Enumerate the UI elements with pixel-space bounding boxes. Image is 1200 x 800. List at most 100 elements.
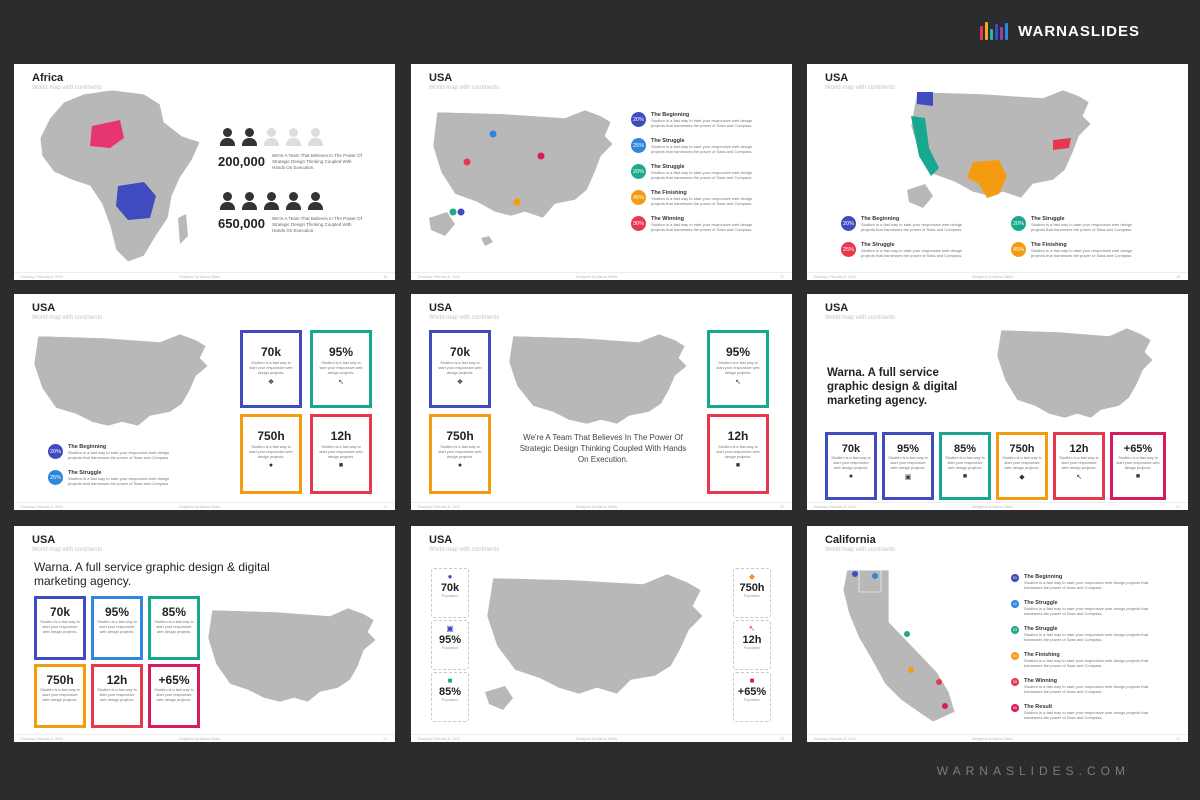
stat-box: 750h Studbro is a fast way to start your … <box>34 664 86 728</box>
usa-map <box>907 89 1092 208</box>
brand-logo-icon <box>980 22 1009 40</box>
slide-subtitle: World map with continents <box>32 547 103 553</box>
list-item: 45% The Finishing Studbro is a fast way to… <box>631 190 753 206</box>
stat-box: 85% Studbro is a fast way to start your r… <box>148 596 200 660</box>
stat-box: +65% Studbro is a fast way to start your … <box>148 664 200 728</box>
stat-box: 750h Studbro is a fast way to start your … <box>996 432 1048 500</box>
list-item: 20% The Beginning Studbro is a fast way to… <box>841 216 963 232</box>
stat-icon: ↖ <box>1076 474 1082 481</box>
stat-box: 12h Studbro is a fast way to start your r… <box>310 414 372 494</box>
stat-card: ■ +65% Population <box>733 672 771 722</box>
list-item: 01 The Beginning Studbro is a fast way to … <box>1011 574 1154 590</box>
list-item: 25% The Struggle Studbro is a fast way to … <box>631 138 753 154</box>
usa-map <box>429 109 614 246</box>
slide-title: USA <box>32 534 56 546</box>
stat-desc: We're A Team That Believes In The Power … <box>272 153 362 170</box>
slide-subtitle: World map with continents <box>825 85 896 91</box>
stat-box: 70k Studbro is a fast way to start your r… <box>34 596 86 660</box>
stat-icon: ↖ <box>735 379 741 386</box>
stat-card: ● 70k Population <box>431 568 469 618</box>
stat-card: ↖ 12h Population <box>733 620 771 670</box>
list-item: 20% The Beginning Studbro is a fast way to… <box>631 112 753 128</box>
usa-map <box>996 327 1154 419</box>
stat-icon: ■ <box>338 462 344 469</box>
slide-usa-bullets[interactable]: USA World map with continents 20% The Beg… <box>411 64 792 280</box>
stat-desc: We're A Team That Believes In The Power … <box>272 216 362 233</box>
diamond-icon: ◆ <box>748 572 756 581</box>
slide-title: USA <box>825 302 849 314</box>
slide-footer: Thursday, February 6, 2020 Designed by Wa… <box>807 502 1188 510</box>
usa-map <box>207 607 377 703</box>
stat-box: 70k Studbro is a fast way to start your r… <box>240 330 302 408</box>
stat-box: 85% Studbro is a fast way to start your r… <box>939 432 991 500</box>
stat-card: ◆ 750h Population <box>733 568 771 618</box>
tagline: We're A Team That Believes In The Power … <box>519 433 687 464</box>
slide-footer: Thursday, February 6, 2020 Designed by Wa… <box>807 734 1188 742</box>
list-item: 25% The Struggle Studbro is a fast way to … <box>48 470 170 486</box>
list-item: 04 The Finishing Studbro is a fast way to … <box>1011 652 1154 668</box>
slide-subtitle: World map with continents <box>429 315 500 321</box>
brand-header: WARNASLIDES <box>980 22 1140 40</box>
list-item: 02 The Struggle Studbro is a fast way to s… <box>1011 600 1154 616</box>
stat-icon: ● <box>457 462 463 469</box>
pin-icon: ● <box>447 572 453 581</box>
slide-title: USA <box>429 302 453 314</box>
list-item: 25% The Struggle Studbro is a fast way to … <box>841 242 963 258</box>
slide-title: USA <box>429 72 453 84</box>
list-item: 30% The Winning Studbro is a fast way to s… <box>631 216 753 232</box>
stat-box: 95% Studbro is a fast way to start your r… <box>91 596 143 660</box>
headline: Warna. A full service graphic design & d… <box>827 367 958 407</box>
stat-box: 12h Studbro is a fast way to start your r… <box>91 664 143 728</box>
slide-subtitle: World map with continents <box>429 85 500 91</box>
slide-footer: Thursday, February 6, 2020 Designed by Wa… <box>411 272 792 280</box>
stat-box: 95% Studbro is a fast way to start your r… <box>882 432 934 500</box>
stat-box: +65% Studbro is a fast way to start your … <box>1110 432 1166 500</box>
slide-africa[interactable]: Africa World map with continents 200,000… <box>14 64 395 280</box>
gamepad-icon: ▣ <box>446 624 454 633</box>
slide-usa-tagline[interactable]: USA World map with continents 70k Studbro… <box>411 294 792 510</box>
usa-map <box>508 333 688 425</box>
people-row-1 <box>220 128 330 151</box>
slide-footer: Thursday, February 6, 2020 Designed by Wa… <box>14 502 395 510</box>
slide-usa-grid[interactable]: USA World map with continents Warna. A f… <box>14 526 395 742</box>
list-item: 45% The Finishing Studbro is a fast way to… <box>1011 242 1133 258</box>
slide-usa-boxes[interactable]: USA World map with continents 20% The Beg… <box>14 294 395 510</box>
stat-icon: ▣ <box>904 474 912 481</box>
chat-icon: ■ <box>447 676 453 685</box>
california-map <box>842 569 956 723</box>
footer-brand: WARNASLIDES.COM <box>936 764 1130 778</box>
slide-title: Africa <box>32 72 64 84</box>
slide-subtitle: World map with continents <box>32 85 103 91</box>
stat-box: 12h Studbro is a fast way to start your r… <box>707 414 769 494</box>
stat-icon: ● <box>848 473 854 480</box>
stat-box: 70k Studbro is a fast way to start your r… <box>429 330 491 408</box>
list-item: 20% The Struggle Studbro is a fast way to … <box>631 164 753 180</box>
slide-subtitle: World map with continents <box>825 547 896 553</box>
slide-usa-states[interactable]: USA World map with continents 20% The Beg… <box>807 64 1188 280</box>
slide-title: California <box>825 534 876 546</box>
stat-card: ▣ 95% Population <box>431 620 469 670</box>
stat-icon: ■ <box>962 473 968 480</box>
slide-footer: Thursday, February 6, 2020 Designed by Wa… <box>411 502 792 510</box>
slide-footer: Thursday, February 6, 2020 Designed by Wa… <box>14 272 395 280</box>
slide-subtitle: World map with continents <box>32 315 103 321</box>
slide-california[interactable]: California World map with continents 01 T… <box>807 526 1188 742</box>
list-item: 06 The Result Studbro is a fast way to sta… <box>1011 704 1154 720</box>
slide-usa-headline[interactable]: USA World map with continents Warna. A f… <box>807 294 1188 510</box>
slide-usa-cards[interactable]: USA World map with continents ● 70k Popula… <box>411 526 792 742</box>
brand-name: WARNASLIDES <box>1018 22 1140 40</box>
slide-title: USA <box>429 534 453 546</box>
slide-footer: Thursday, February 6, 2020 Designed by Wa… <box>14 734 395 742</box>
stat-icon: ↖ <box>338 379 344 386</box>
list-item: 20% The Struggle Studbro is a fast way to … <box>1011 216 1133 232</box>
stat-icon: ● <box>268 462 274 469</box>
list-item: 05 The Winning Studbro is a fast way to st… <box>1011 678 1154 694</box>
stat-icon: ❖ <box>456 379 464 386</box>
cursor-icon: ↖ <box>748 624 756 633</box>
people-row-2 <box>220 192 330 215</box>
usa-map <box>33 333 209 427</box>
stat-box: 750h Studbro is a fast way to start your … <box>240 414 302 494</box>
stat-box: 750h Studbro is a fast way to start your … <box>429 414 491 494</box>
stat-icon: ❖ <box>267 379 275 386</box>
stat-value: 200,000 <box>218 154 265 169</box>
